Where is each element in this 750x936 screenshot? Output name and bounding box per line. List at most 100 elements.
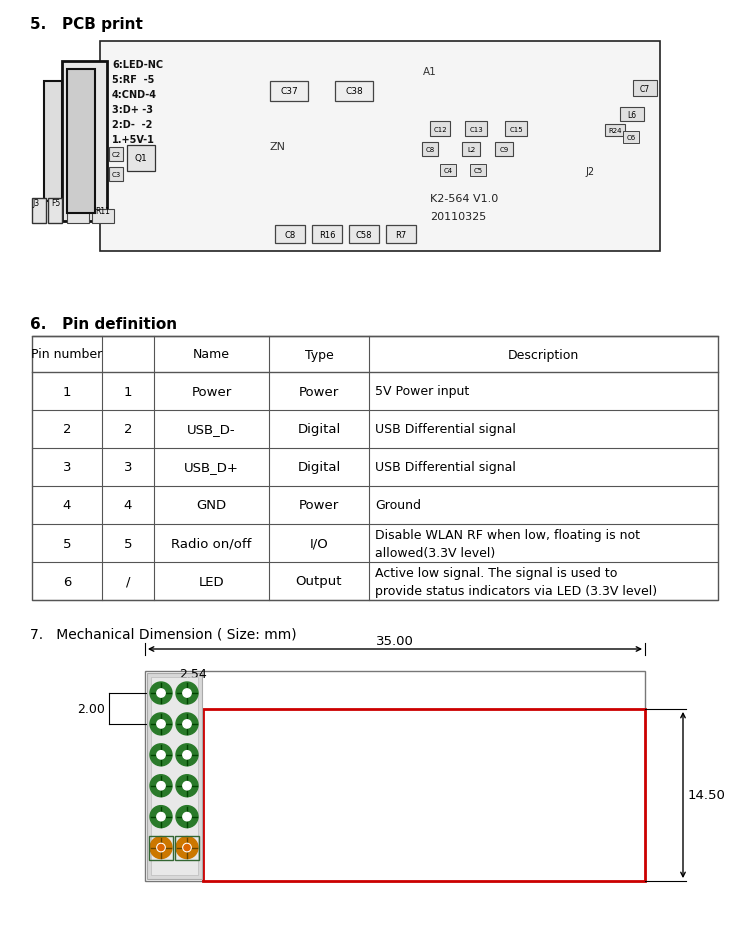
Text: GND: GND — [196, 499, 226, 512]
Circle shape — [184, 844, 190, 851]
Bar — [92, 210, 114, 224]
Text: L2: L2 — [466, 147, 476, 153]
Text: C9: C9 — [500, 147, 508, 153]
Circle shape — [158, 844, 164, 851]
Text: 14.50: 14.50 — [688, 789, 726, 801]
Text: 5.   PCB print: 5. PCB print — [30, 17, 142, 32]
Bar — [465, 122, 487, 137]
Circle shape — [150, 775, 172, 797]
Bar — [62, 62, 107, 222]
Bar — [147, 673, 202, 879]
Text: USB Differential signal: USB Differential signal — [375, 461, 516, 474]
Text: C13: C13 — [470, 126, 483, 132]
Text: J3: J3 — [32, 199, 40, 209]
Text: 3: 3 — [63, 461, 71, 474]
Text: USB Differential signal: USB Differential signal — [375, 423, 516, 436]
Text: 1: 1 — [63, 385, 71, 398]
Text: R10: R10 — [70, 207, 86, 216]
Text: 35.00: 35.00 — [376, 635, 414, 648]
Text: R7: R7 — [395, 230, 406, 240]
Text: USB_D+: USB_D+ — [184, 461, 239, 474]
Bar — [149, 836, 173, 859]
Text: 3:D+ -3: 3:D+ -3 — [112, 105, 153, 115]
Text: Digital: Digital — [297, 423, 340, 436]
Bar — [440, 165, 456, 177]
Bar — [495, 143, 513, 157]
Bar — [275, 226, 305, 243]
Text: R11: R11 — [95, 207, 110, 216]
Bar — [312, 226, 342, 243]
Text: J2: J2 — [585, 167, 594, 177]
Bar — [203, 709, 645, 881]
Text: 5: 5 — [63, 537, 71, 550]
Text: 2.00: 2.00 — [77, 702, 105, 715]
Text: 2:D-  -2: 2:D- -2 — [112, 120, 152, 130]
Bar — [620, 108, 644, 122]
Text: 4:CND-4: 4:CND-4 — [112, 90, 157, 100]
Bar — [151, 678, 198, 875]
Text: C37: C37 — [280, 87, 298, 96]
Text: Power: Power — [191, 385, 232, 398]
Text: K2-564 V1.0: K2-564 V1.0 — [430, 194, 498, 204]
Text: C8: C8 — [425, 147, 435, 153]
Text: Radio on/off: Radio on/off — [171, 537, 252, 550]
Circle shape — [157, 843, 165, 852]
Text: Type: Type — [304, 348, 333, 361]
Bar — [109, 168, 123, 182]
Text: provide status indicators via LED (3.3V level): provide status indicators via LED (3.3V … — [375, 584, 657, 597]
Circle shape — [157, 812, 165, 821]
Circle shape — [150, 744, 172, 766]
Text: 7.   Mechanical Dimension ( Size: mm): 7. Mechanical Dimension ( Size: mm) — [30, 626, 296, 640]
Text: C12: C12 — [433, 126, 447, 132]
Text: 2.54: 2.54 — [179, 667, 207, 680]
Circle shape — [176, 682, 198, 704]
Text: C4: C4 — [443, 168, 452, 174]
Bar — [175, 836, 199, 859]
Text: I/O: I/O — [310, 537, 328, 550]
Circle shape — [183, 812, 191, 821]
Text: Disable WLAN RF when low, floating is not: Disable WLAN RF when low, floating is no… — [375, 528, 640, 541]
Bar — [109, 148, 123, 162]
Bar — [67, 210, 89, 224]
Bar — [145, 671, 645, 881]
Circle shape — [183, 720, 191, 728]
Bar — [44, 82, 62, 202]
Circle shape — [183, 782, 191, 790]
Bar — [48, 198, 62, 224]
Text: 6: 6 — [63, 575, 71, 588]
Text: R24: R24 — [608, 128, 622, 134]
Text: F5: F5 — [51, 199, 61, 209]
Text: L6: L6 — [628, 110, 637, 120]
Bar — [605, 124, 625, 137]
Circle shape — [176, 837, 198, 858]
Bar — [127, 146, 155, 172]
Text: Output: Output — [296, 575, 342, 588]
Text: 20110325: 20110325 — [430, 212, 486, 222]
Circle shape — [176, 713, 198, 735]
Text: R16: R16 — [319, 230, 335, 240]
Bar — [32, 337, 718, 600]
Text: C8: C8 — [284, 230, 296, 240]
Text: 3: 3 — [124, 461, 132, 474]
Text: Power: Power — [298, 385, 339, 398]
Bar — [462, 143, 480, 157]
Text: 1: 1 — [124, 385, 132, 398]
Bar — [505, 122, 527, 137]
Text: C15: C15 — [509, 126, 523, 132]
Circle shape — [183, 843, 191, 852]
Bar — [270, 82, 308, 102]
Circle shape — [150, 713, 172, 735]
Circle shape — [150, 837, 172, 858]
Text: USB_D-: USB_D- — [188, 423, 236, 436]
Bar — [430, 122, 450, 137]
Text: 1.+5V-1: 1.+5V-1 — [112, 135, 154, 145]
Text: C38: C38 — [345, 87, 363, 96]
Circle shape — [183, 751, 191, 759]
Text: 6:LED-NC: 6:LED-NC — [112, 60, 164, 70]
Circle shape — [176, 744, 198, 766]
Bar — [349, 226, 379, 243]
Bar — [386, 226, 416, 243]
Text: C3: C3 — [111, 172, 121, 178]
Bar — [470, 165, 486, 177]
Text: 5V Power input: 5V Power input — [375, 385, 470, 398]
